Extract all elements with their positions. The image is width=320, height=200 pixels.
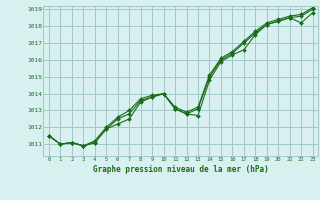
X-axis label: Graphe pression niveau de la mer (hPa): Graphe pression niveau de la mer (hPa) bbox=[93, 165, 269, 174]
